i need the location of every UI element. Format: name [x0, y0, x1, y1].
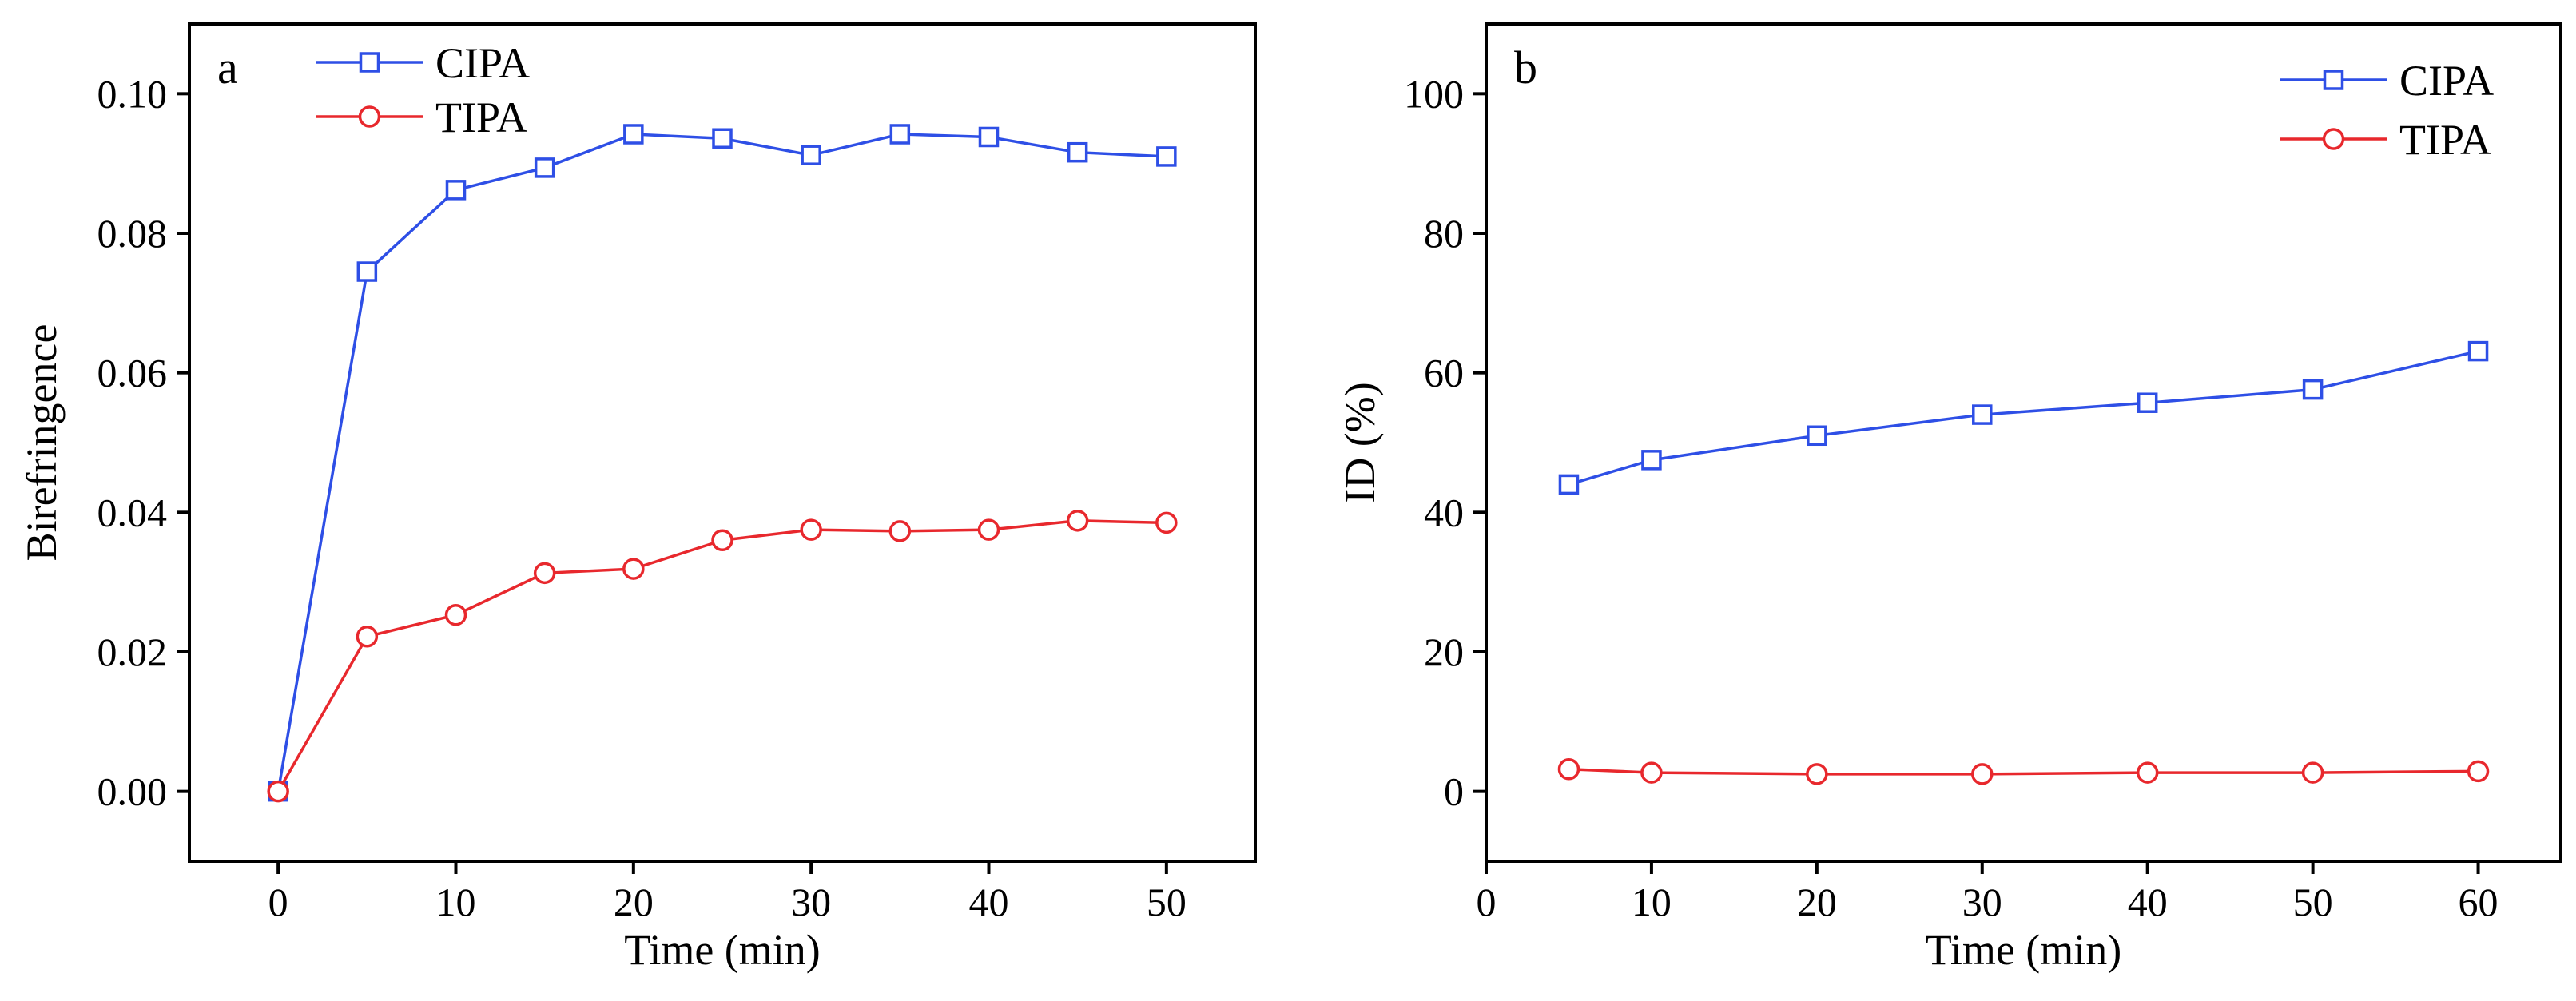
data-point-cipa	[1558, 474, 1580, 495]
data-point-tipa	[2301, 761, 2324, 784]
panel-letter: a	[217, 42, 238, 93]
data-point-cipa	[1156, 146, 1177, 167]
data-point-tipa	[2136, 761, 2159, 784]
data-point-cipa	[534, 157, 555, 178]
y-tick-label: 0.00	[97, 769, 168, 814]
x-tick-label: 20	[614, 880, 654, 924]
data-point-cipa	[889, 124, 911, 145]
series-tipa	[267, 510, 1178, 803]
legend-entry-tipa: TIPA	[316, 93, 527, 141]
data-point-tipa	[267, 780, 289, 803]
plot-frame	[188, 22, 1257, 863]
y-tick-label: 60	[1424, 351, 1464, 395]
y-axis-title: ID (%)	[1336, 382, 1384, 502]
data-point-cipa	[623, 124, 644, 145]
y-tick-label: 0	[1444, 769, 1464, 814]
legend-label: CIPA	[435, 39, 530, 87]
data-point-cipa	[978, 126, 1000, 148]
x-tick-label: 40	[969, 880, 1009, 924]
data-point-cipa	[1067, 141, 1088, 163]
x-tick-label: 20	[1797, 880, 1837, 924]
data-point-tipa	[1971, 763, 1994, 785]
x-tick-label: 10	[1632, 880, 1672, 924]
x-tick-label: 0	[1477, 880, 1497, 924]
data-point-cipa	[1972, 404, 1993, 425]
data-point-tipa	[711, 529, 733, 552]
data-point-tipa	[1557, 757, 1580, 781]
data-point-tipa	[977, 518, 1000, 541]
series-line-tipa	[1568, 767, 2479, 776]
x-tick-label: 60	[2459, 880, 2498, 924]
legend-label: TIPA	[2399, 116, 2491, 164]
data-point-tipa	[533, 562, 556, 585]
legend-marker	[2322, 128, 2345, 150]
legend-entry-cipa: CIPA	[316, 39, 530, 87]
data-point-tipa	[444, 603, 467, 626]
legend-label: TIPA	[435, 93, 527, 141]
series-cipa	[1558, 340, 2489, 495]
data-point-cipa	[2137, 392, 2158, 413]
data-point-cipa	[1807, 425, 1827, 447]
x-axis-title: Time (min)	[1926, 926, 2122, 974]
plot-frame	[1485, 22, 2562, 863]
legend-marker	[359, 52, 380, 73]
data-point-cipa	[1641, 450, 1662, 471]
legend-label: CIPA	[2399, 57, 2494, 105]
data-point-cipa	[356, 261, 378, 282]
data-point-tipa	[800, 518, 822, 541]
x-axis-title: Time (min)	[624, 926, 821, 974]
data-point-cipa	[801, 145, 821, 165]
x-tick-label: 50	[1147, 880, 1187, 924]
legend-entry-cipa: CIPA	[2280, 57, 2494, 105]
x-tick-label: 0	[268, 880, 288, 924]
chart-panel-a: 0 10 20 30 40 50 0.00 0.02 0.04 0.06 0.08 0.10 Time …	[18, 22, 1257, 974]
legend-entry-tipa: TIPA	[2280, 116, 2491, 164]
series-cipa	[268, 124, 1177, 802]
x-tick-label: 50	[2293, 880, 2333, 924]
y-tick-label: 100	[1404, 71, 1464, 116]
y-tick-label: 0.10	[97, 71, 168, 116]
x-tick-label: 30	[1962, 880, 2002, 924]
data-point-tipa	[622, 558, 645, 580]
y-tick-label: 0.08	[97, 211, 168, 256]
y-tick-label: 40	[1424, 490, 1464, 534]
x-tick-label: 10	[436, 880, 476, 924]
data-point-tipa	[1066, 510, 1089, 532]
series-line-cipa	[276, 133, 1167, 792]
data-point-tipa	[2467, 760, 2490, 783]
y-tick-label: 0.06	[97, 351, 168, 395]
legend-marker	[2323, 70, 2344, 90]
data-point-tipa	[888, 520, 912, 542]
data-point-tipa	[1155, 511, 1178, 534]
chart-panel-b: 0 10 20 30 40 50 60 0 20 40 60 80 100 Time (min) ID (%…	[1336, 22, 2562, 974]
data-point-cipa	[712, 128, 733, 149]
legend-marker	[358, 105, 381, 128]
y-tick-label: 80	[1424, 211, 1464, 256]
series-line-cipa	[1568, 349, 2479, 487]
data-point-cipa	[2302, 379, 2324, 400]
data-point-cipa	[2467, 340, 2489, 362]
y-axis-title: Birefringence	[18, 324, 66, 562]
x-tick-label: 30	[791, 880, 831, 924]
y-tick-label: 0.02	[97, 630, 168, 674]
data-point-cipa	[445, 180, 467, 201]
data-point-tipa	[1640, 761, 1663, 784]
panel-letter: b	[1514, 42, 1537, 93]
y-tick-label: 20	[1424, 630, 1464, 674]
series-tipa	[1557, 757, 2490, 785]
data-point-tipa	[356, 626, 379, 648]
y-tick-label: 0.04	[97, 490, 168, 534]
x-tick-label: 40	[2128, 880, 2168, 924]
data-point-tipa	[1806, 763, 1828, 785]
series-line-tipa	[276, 519, 1167, 792]
